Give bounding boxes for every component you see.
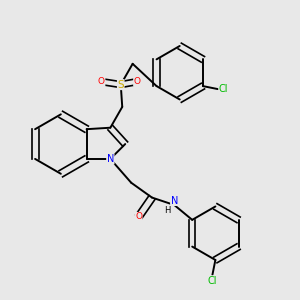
Text: Cl: Cl (219, 84, 228, 94)
Text: H: H (164, 206, 171, 215)
Text: Cl: Cl (208, 276, 217, 286)
Text: N: N (107, 154, 114, 164)
Text: N: N (171, 196, 178, 206)
Text: O: O (98, 77, 105, 86)
Text: O: O (134, 77, 141, 86)
Text: O: O (135, 212, 142, 221)
Text: S: S (117, 80, 124, 90)
